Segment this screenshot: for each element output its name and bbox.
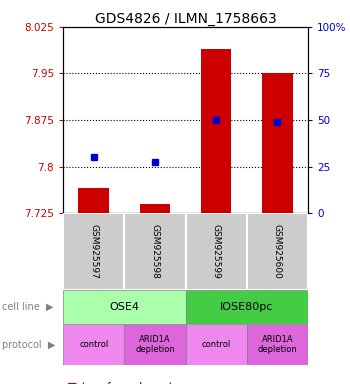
Title: GDS4826 / ILMN_1758663: GDS4826 / ILMN_1758663 (94, 12, 276, 26)
Bar (262, 73, 293, 213)
Bar (63, 290, 186, 324)
Bar (78, 188, 109, 213)
Text: control: control (79, 340, 108, 349)
Bar (247, 324, 308, 365)
Bar (186, 324, 247, 365)
Text: OSE4: OSE4 (109, 302, 139, 312)
Bar (201, 49, 231, 213)
Text: IOSE80pc: IOSE80pc (220, 302, 273, 312)
Text: GSM925597: GSM925597 (89, 224, 98, 279)
Text: ARID1A
depletion: ARID1A depletion (135, 335, 175, 354)
Bar (63, 213, 124, 290)
Text: protocol  ▶: protocol ▶ (2, 339, 55, 350)
Text: GSM925598: GSM925598 (150, 224, 159, 279)
Text: GSM925600: GSM925600 (273, 224, 282, 279)
Bar (247, 213, 308, 290)
Bar (124, 324, 186, 365)
Text: GSM925599: GSM925599 (212, 224, 220, 279)
Text: ■: ■ (66, 382, 77, 384)
Bar (186, 290, 308, 324)
Text: ARID1A
depletion: ARID1A depletion (258, 335, 297, 354)
Text: control: control (202, 340, 231, 349)
Text: transformed count: transformed count (82, 382, 173, 384)
Text: cell line  ▶: cell line ▶ (2, 302, 53, 312)
Bar (140, 204, 170, 213)
Bar (63, 324, 124, 365)
Bar (124, 213, 186, 290)
Bar (186, 213, 247, 290)
